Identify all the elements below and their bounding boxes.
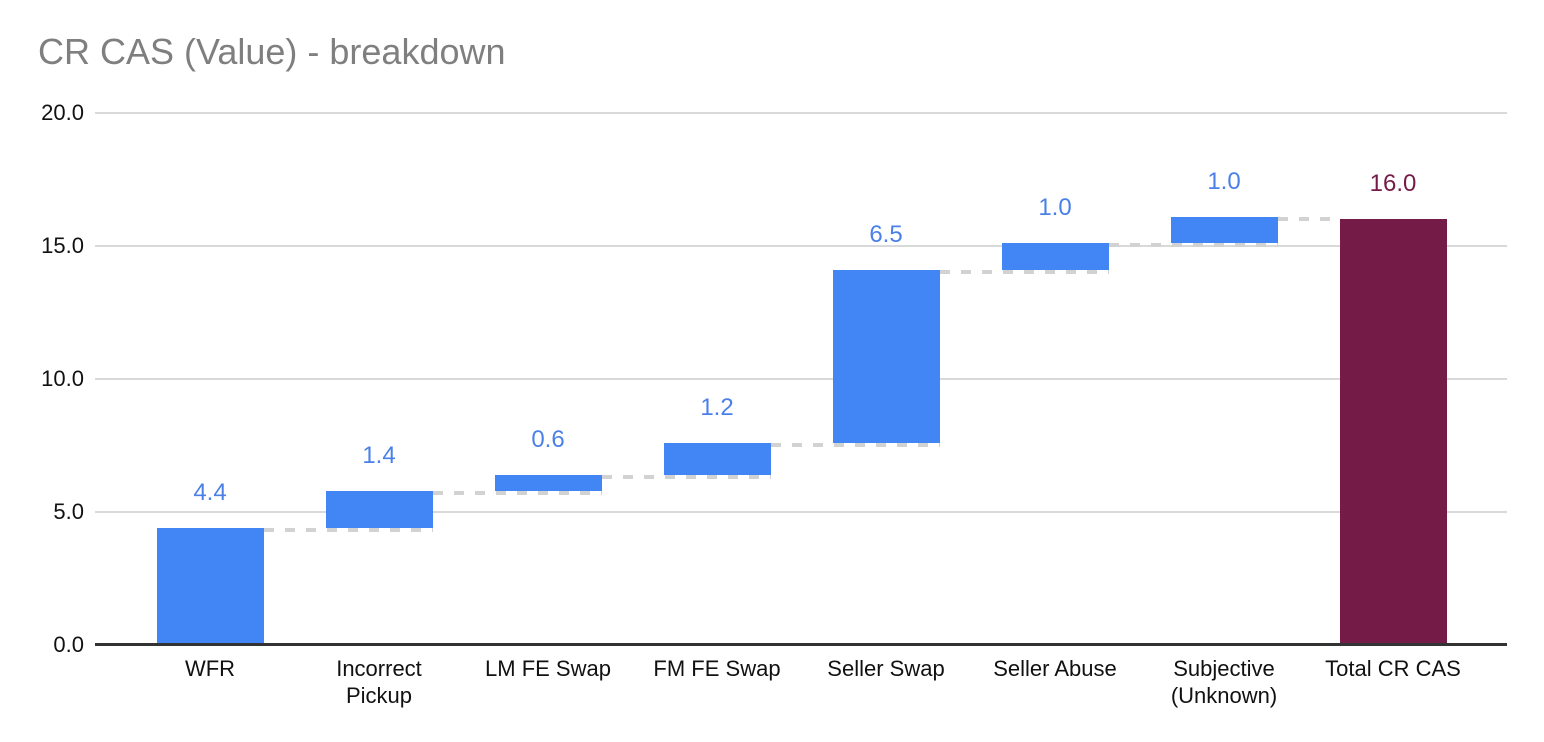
gridline-5.0 bbox=[95, 511, 1507, 513]
x-axis-label-fm-fe-swap: FM FE Swap bbox=[653, 656, 781, 681]
bar-value-label-seller-abuse: 1.0 bbox=[1038, 194, 1072, 221]
gridline-10.0 bbox=[95, 378, 1507, 380]
bar-value-label-total-cr-cas: 16.0 bbox=[1369, 170, 1417, 197]
bar-seller-swap[interactable] bbox=[833, 270, 940, 443]
connector-line bbox=[1109, 243, 1278, 247]
chart-title: CR CAS (Value) - breakdown bbox=[38, 31, 506, 72]
connector-line bbox=[771, 443, 940, 447]
x-axis-label-subjective-unknown: Subjective (Unknown) bbox=[1170, 656, 1278, 708]
y-tick-10.0: 10.0 bbox=[41, 366, 84, 391]
bar-value-label-lm-fe-swap: 0.6 bbox=[531, 426, 565, 453]
connector-line bbox=[602, 475, 771, 479]
gridline-20.0 bbox=[95, 112, 1507, 114]
x-axis-label-total-cr-cas: Total CR CAS bbox=[1325, 656, 1461, 681]
x-axis-label-incorrect-pickup: Incorrect Pickup bbox=[336, 656, 422, 708]
connector-line bbox=[264, 528, 433, 532]
bar-fm-fe-swap[interactable] bbox=[664, 443, 771, 475]
bar-total-cr-cas[interactable] bbox=[1340, 219, 1447, 645]
bar-value-label-wfr: 4.4 bbox=[193, 479, 227, 506]
x-axis-label-seller-abuse: Seller Abuse bbox=[993, 656, 1117, 681]
x-axis-label-wfr: WFR bbox=[184, 656, 236, 681]
connector-line bbox=[940, 270, 1109, 274]
bar-value-label-subjective-unknown: 1.0 bbox=[1207, 168, 1241, 195]
y-tick-5.0: 5.0 bbox=[53, 499, 84, 524]
bar-value-label-incorrect-pickup: 1.4 bbox=[362, 442, 396, 469]
x-axis-label-seller-swap: Seller Swap bbox=[827, 656, 945, 681]
bar-lm-fe-swap[interactable] bbox=[495, 475, 602, 491]
bar-value-label-fm-fe-swap: 1.2 bbox=[700, 394, 734, 421]
x-axis-label-lm-fe-swap: LM FE Swap bbox=[485, 656, 611, 681]
connector-line bbox=[433, 491, 602, 495]
bar-incorrect-pickup[interactable] bbox=[326, 491, 433, 528]
connector-line bbox=[1278, 217, 1340, 221]
bar-seller-abuse[interactable] bbox=[1002, 243, 1109, 270]
bar-subjective-unknown[interactable] bbox=[1171, 217, 1278, 243]
y-tick-20.0: 20.0 bbox=[41, 100, 84, 125]
x-axis-line bbox=[95, 643, 1507, 646]
y-tick-15.0: 15.0 bbox=[41, 233, 84, 258]
gridline-15.0 bbox=[95, 245, 1507, 247]
y-tick-0.0: 0.0 bbox=[53, 632, 84, 657]
bar-wfr[interactable] bbox=[157, 528, 264, 645]
bar-value-label-seller-swap: 6.5 bbox=[869, 221, 903, 248]
